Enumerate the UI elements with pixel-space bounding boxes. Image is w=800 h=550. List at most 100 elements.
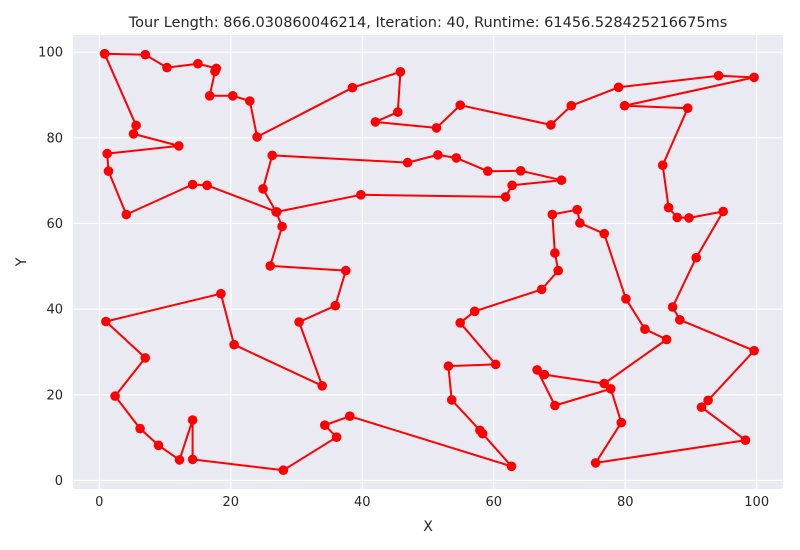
y-tick-label: 60 bbox=[46, 217, 63, 232]
tour-point bbox=[675, 315, 685, 325]
tour-point bbox=[546, 120, 556, 130]
tour-point bbox=[539, 369, 550, 380]
y-axis-label: Y bbox=[14, 257, 30, 267]
tour-point bbox=[174, 455, 185, 465]
tour-point bbox=[102, 148, 112, 159]
tour-point bbox=[663, 202, 674, 213]
tour-point bbox=[532, 365, 542, 375]
tour-point bbox=[507, 180, 517, 191]
tour-point bbox=[135, 423, 145, 434]
plot-area bbox=[73, 35, 783, 489]
tour-point bbox=[590, 458, 601, 468]
tour-point bbox=[393, 107, 403, 117]
tour-point bbox=[128, 129, 139, 139]
tour-point bbox=[691, 252, 701, 263]
y-tick-label: 0 bbox=[55, 474, 63, 489]
tour-point bbox=[703, 395, 713, 406]
tour-point bbox=[140, 353, 151, 363]
tour-point bbox=[515, 166, 526, 176]
tour-point bbox=[566, 100, 577, 111]
tour-point bbox=[740, 435, 751, 446]
tour-point bbox=[682, 103, 693, 113]
y-tick-label: 20 bbox=[46, 388, 63, 403]
tour-point bbox=[749, 72, 759, 83]
tour-point bbox=[443, 361, 454, 371]
tour-point bbox=[556, 175, 567, 185]
tour-point bbox=[613, 82, 624, 93]
tour-point bbox=[101, 316, 111, 327]
tour-point bbox=[640, 324, 650, 335]
tour-point bbox=[347, 82, 358, 93]
tour-point bbox=[599, 378, 609, 389]
tour-point bbox=[506, 461, 517, 472]
tour-point bbox=[204, 91, 215, 101]
tour-point bbox=[446, 395, 457, 405]
tour-point bbox=[431, 123, 442, 133]
tour-point bbox=[345, 411, 355, 422]
x-axis-label: X bbox=[423, 519, 433, 535]
tour-point bbox=[599, 228, 609, 239]
tour-point bbox=[619, 100, 630, 111]
x-tick-label: 40 bbox=[354, 495, 371, 510]
tour-point bbox=[320, 420, 330, 431]
tour-point bbox=[402, 157, 413, 168]
tour-point bbox=[477, 428, 488, 439]
tour-point bbox=[202, 180, 212, 191]
tour-point bbox=[187, 454, 198, 465]
tour-point bbox=[718, 206, 728, 217]
tour-point bbox=[317, 381, 328, 391]
tour-point bbox=[162, 62, 172, 73]
y-tick-label: 80 bbox=[46, 131, 63, 146]
tour-point bbox=[131, 120, 141, 131]
tour-point bbox=[483, 166, 493, 176]
tour-point bbox=[667, 302, 678, 312]
tour-point bbox=[553, 265, 563, 276]
tour-point bbox=[121, 209, 132, 220]
tour-point bbox=[575, 218, 585, 228]
tour-point bbox=[713, 70, 724, 81]
tour-point bbox=[258, 184, 268, 194]
tour-point bbox=[550, 248, 560, 258]
tour-point bbox=[272, 207, 282, 217]
tour-point bbox=[696, 402, 707, 413]
x-tick-label: 60 bbox=[485, 495, 502, 510]
tour-point bbox=[267, 150, 278, 161]
tour-point bbox=[140, 49, 151, 60]
tour-point bbox=[500, 192, 511, 202]
tour-point bbox=[455, 100, 466, 110]
tour-point bbox=[550, 400, 560, 411]
tour-point bbox=[469, 306, 480, 317]
y-tick-labels: 0 20 40 60 80 100 bbox=[38, 46, 63, 489]
x-tick-labels: 0 20 40 60 80 100 bbox=[95, 495, 769, 510]
tour-point bbox=[153, 440, 164, 451]
tour-point bbox=[616, 417, 627, 428]
tour-point bbox=[684, 213, 694, 223]
tour-point bbox=[606, 384, 616, 394]
tour-point bbox=[229, 339, 239, 350]
tour-point bbox=[433, 150, 443, 160]
tour-point bbox=[277, 221, 287, 232]
tour-point bbox=[356, 190, 366, 200]
tour-point bbox=[174, 141, 184, 151]
x-tick-label: 80 bbox=[617, 495, 634, 510]
tour-point bbox=[572, 204, 582, 215]
tour-point bbox=[621, 294, 631, 304]
tour-point bbox=[547, 209, 558, 220]
chart-title: Tour Length: 866.030860046214, Iteration… bbox=[128, 15, 728, 31]
tour-point bbox=[330, 300, 341, 311]
tour-point bbox=[187, 415, 198, 425]
tour-point bbox=[331, 432, 342, 443]
tour-point bbox=[228, 91, 238, 101]
tour-point bbox=[657, 160, 668, 170]
tour-point bbox=[193, 58, 203, 69]
tour-point bbox=[455, 318, 466, 328]
tour-point bbox=[294, 317, 304, 327]
tour-point bbox=[245, 96, 255, 106]
tour-point bbox=[187, 179, 198, 190]
x-tick-label: 20 bbox=[223, 495, 240, 510]
tour-point bbox=[252, 132, 262, 142]
tour-points bbox=[99, 49, 759, 476]
tour-point bbox=[749, 345, 759, 356]
tour-point bbox=[210, 66, 220, 77]
